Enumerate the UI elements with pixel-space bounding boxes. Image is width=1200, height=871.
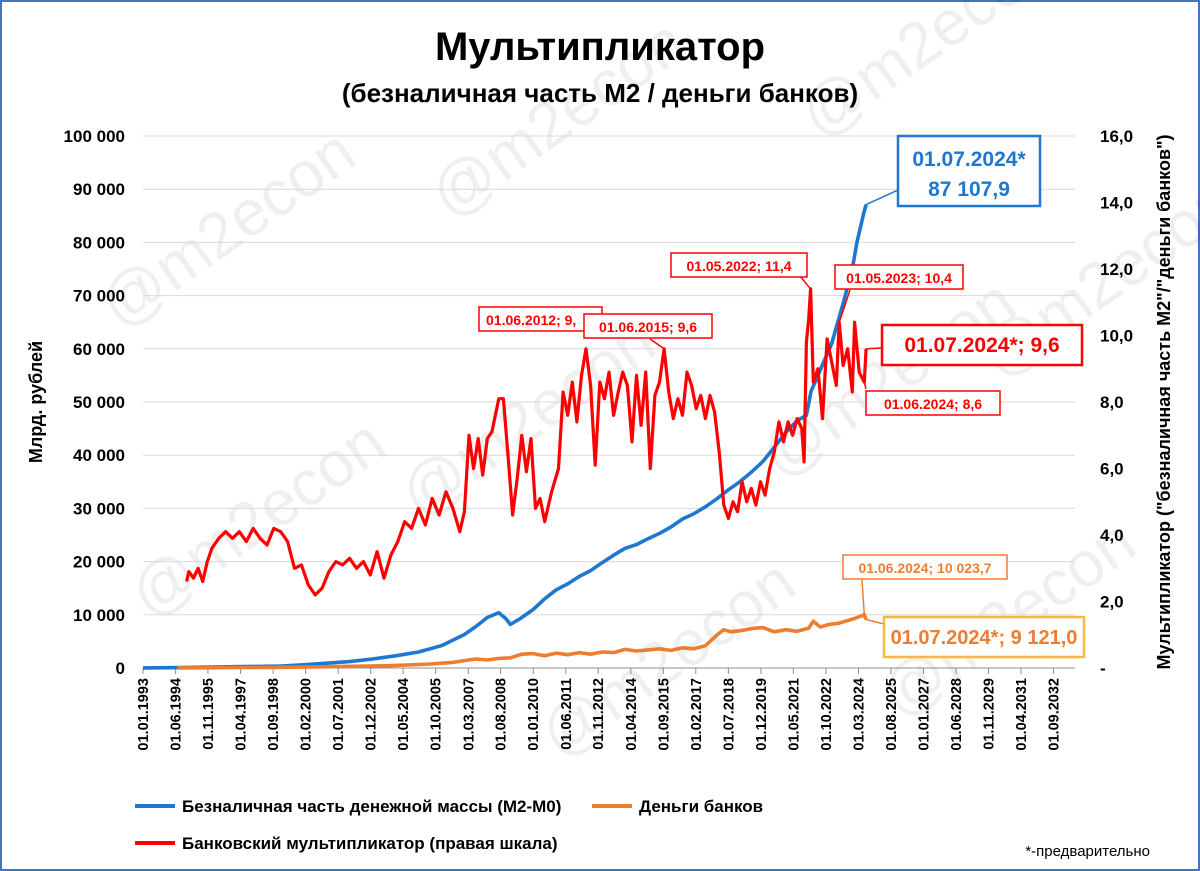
y-tick-right-label: 4,0 [1100, 526, 1124, 545]
callout-m2-value: 87 107,9 [928, 178, 1010, 201]
y-tick-right-label: 2,0 [1100, 593, 1124, 612]
x-tick-label: 01.01.1993 [136, 678, 152, 751]
x-tick-label: 01.01.2010 [526, 678, 542, 751]
series-lines [142, 204, 868, 670]
y-tick-left-label: 70 000 [73, 287, 125, 306]
watermark-text: @m2econ [87, 115, 368, 342]
legend-item-multiplier-label: Банковский мультипликатор (правая шкала) [182, 834, 558, 853]
y-tick-right-label: 6,0 [1100, 460, 1124, 479]
x-tick-label: 01.06.2011 [559, 678, 575, 750]
x-tick-label: 01.09.2032 [1047, 678, 1063, 751]
callout-2023-text: 01.05.2023; 10,4 [846, 270, 952, 286]
legend-item-m2-label: Безналичная часть денежной массы (М2-М0) [182, 797, 561, 816]
x-tick-label: 01.01.2027 [916, 678, 932, 751]
y-tick-right-label: - [1100, 659, 1106, 678]
x-tick-label: 01.12.2002 [364, 678, 380, 751]
callout-m2-box [896, 134, 1042, 208]
callout-leader [863, 381, 867, 390]
y-tick-right-label: 14,0 [1100, 194, 1133, 213]
callout-leader [838, 289, 851, 323]
x-tick-label: 01.06.1994 [169, 678, 185, 751]
y-tick-right-label: 10,0 [1100, 327, 1133, 346]
x-tick-label: 01.07.2018 [721, 678, 737, 751]
callout-bank-money-latest-box [882, 615, 1086, 659]
x-tick-label: 01.04.2031 [1014, 678, 1030, 751]
legend-item-bank-money-label: Деньги банков [639, 797, 763, 816]
callout-2015-box [583, 313, 713, 339]
x-tick-label: 01.10.2005 [429, 678, 445, 751]
y-tick-right-label: 12,0 [1100, 260, 1133, 279]
x-tick-label: 01.11.1995 [201, 678, 217, 750]
x-tick-label: 01.09.1998 [266, 678, 282, 751]
chart-subtitle: (безналичная часть М2 / деньги банков) [342, 78, 858, 108]
callout-2022-box [670, 252, 808, 278]
y-tick-left-label: 50 000 [73, 393, 125, 412]
y-tick-left-label: 90 000 [73, 180, 125, 199]
y-tick-left-label: 40 000 [73, 446, 125, 465]
x-tick-label: 01.11.2029 [981, 678, 997, 750]
x-axis: 01.01.1993 01.06.1994 01.11.1995 01.04.1997… [136, 668, 1063, 751]
x-tick-label: 01.08.2008 [494, 678, 510, 751]
callout-leader [799, 275, 812, 290]
bank-multiplier-line [185, 287, 868, 597]
bank-money-line [177, 612, 868, 670]
y-axis-right-title: Мультипликатор ("безналичная часть М2"/"… [1154, 134, 1174, 669]
x-tick-label: 01.04.1997 [234, 678, 250, 751]
callout-bank-money-june-text: 01.06.2024; 10 023,7 [858, 560, 991, 576]
x-tick-label: 01.02.2017 [689, 678, 705, 751]
watermark-text: @m2econ [117, 405, 398, 632]
x-tick-label: 01.03.2007 [461, 678, 477, 751]
y-tick-left-label: 10 000 [73, 606, 125, 625]
y-axis-left-title: Млрд. рублей [26, 341, 46, 463]
callout-2023-box [834, 264, 964, 290]
y-tick-left-label: 100 000 [64, 127, 125, 146]
x-tick-label: 01.04.2014 [624, 678, 640, 751]
x-tick-label: 01.12.2019 [754, 678, 770, 751]
callout-2015-text: 01.06.2015; 9,6 [599, 319, 697, 335]
callout-multiplier-june-box [865, 390, 1001, 416]
legend: Безналичная часть денежной массы (М2-М0)… [135, 797, 763, 853]
callout-2022-text: 01.05.2022; 11,4 [686, 258, 791, 274]
x-tick-label: 01.02.2000 [299, 678, 315, 751]
callout-2012-text: 01.06.2012; 9, [486, 312, 576, 328]
callout-leader [861, 579, 866, 615]
callout-leader [865, 189, 899, 206]
callout-multiplier-latest-box [880, 323, 1084, 367]
x-tick-label: 01.08.2025 [884, 678, 900, 751]
x-tick-label: 01.03.2024 [852, 678, 868, 751]
y-tick-left-label: 60 000 [73, 340, 125, 359]
x-tick-label: 01.10.2022 [819, 678, 835, 751]
watermark-text: @m2econ [747, 265, 1028, 492]
y-tick-left-label: 20 000 [73, 553, 125, 572]
chart-title: Мультипликатор [435, 25, 765, 69]
y-axis-right: - 2,0 4,0 6,0 8,0 10,0 12,0 14,0 16,0 [1100, 127, 1133, 678]
y-tick-left-label: 30 000 [73, 499, 125, 518]
footnote: *-предварительно [1025, 843, 1150, 860]
callout-multiplier-latest-text: 01.07.2024*; 9,6 [904, 334, 1059, 357]
y-tick-left-label: 0 [116, 659, 125, 678]
x-tick-label: 01.07.2001 [331, 678, 347, 751]
callout-leader [649, 338, 665, 350]
watermark-text: @m2econ [787, 0, 1068, 151]
x-tick-label: 01.05.2021 [786, 678, 802, 751]
x-tick-label: 01.06.2028 [949, 678, 965, 751]
x-tick-label: 01.11.2012 [591, 678, 607, 750]
y-axis-left: 0 10 000 20 000 30 000 40 000 50 000 60 000 70 … [64, 127, 125, 678]
callout-multiplier-june-text: 01.06.2024; 8,6 [884, 396, 982, 412]
x-tick-label: 01.05.2004 [396, 678, 412, 751]
y-tick-left-label: 80 000 [73, 233, 125, 252]
y-tick-right-label: 8,0 [1100, 393, 1124, 412]
callout-bank-money-june-box [842, 554, 1008, 580]
annotations: 01.07.2024* 87 107,9 01.05.2022; 11,4 01.05… [478, 134, 1086, 659]
callout-m2-date: 01.07.2024* [912, 148, 1026, 171]
callout-leader [865, 618, 885, 625]
x-tick-label: 01.09.2015 [656, 678, 672, 751]
callout-bank-money-latest-text: 01.07.2024*; 9 121,0 [891, 627, 1078, 649]
callout-leader [866, 347, 883, 350]
y-tick-right-label: 16,0 [1100, 127, 1133, 146]
